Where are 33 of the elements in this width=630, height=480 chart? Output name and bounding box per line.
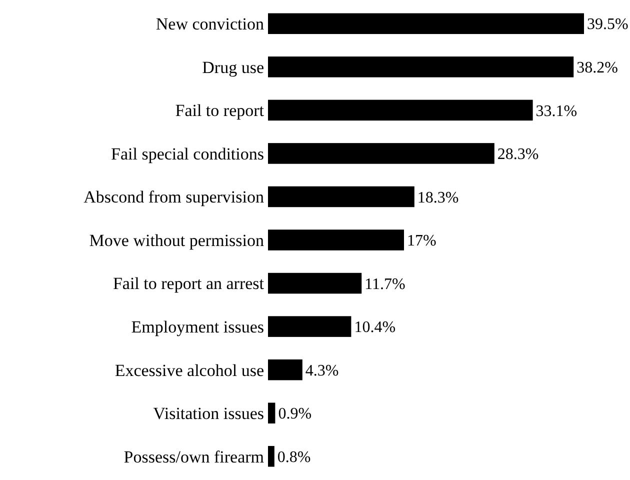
data-label: 33.1%: [536, 102, 578, 120]
y-tick-label: Fail to report an arrest: [112, 274, 264, 294]
bar: [268, 316, 352, 337]
y-tick-label: Drug use: [202, 58, 264, 77]
y-tick-label: Excessive alcohol use: [114, 360, 264, 380]
data-label: 28.3%: [497, 146, 539, 164]
y-tick-label: Move without permission: [89, 230, 264, 250]
y-tick-label: Employment issues: [131, 317, 264, 336]
data-label: 39.5%: [587, 16, 628, 34]
y-tick-label: Fail special conditions: [111, 144, 264, 164]
bar: [268, 230, 404, 250]
bar: [268, 402, 276, 424]
y-tick-label: Abscond from supervision: [84, 188, 264, 207]
data-label: 0.9%: [278, 406, 312, 423]
data-label: 0.8%: [277, 448, 311, 466]
data-label: 38.2%: [576, 60, 618, 77]
data-label: 17%: [407, 232, 436, 250]
bar: [268, 186, 414, 208]
bar: [268, 359, 302, 380]
data-label: 10.4%: [354, 319, 396, 336]
data-label: 4.3%: [305, 362, 339, 380]
y-tick-label: Fail to report: [175, 101, 264, 120]
bar: [268, 56, 574, 78]
data-label: 11.7%: [364, 276, 406, 293]
bar: [268, 13, 584, 34]
bar: [268, 143, 494, 164]
bar: [268, 446, 274, 467]
y-tick-label: Possess/own firearm: [124, 447, 264, 466]
y-tick-label: Visitation issues: [153, 404, 264, 424]
bar: [268, 100, 533, 121]
y-tick-label: New conviction: [156, 14, 264, 34]
bar: [268, 272, 362, 294]
data-label: 18.3%: [417, 189, 459, 206]
